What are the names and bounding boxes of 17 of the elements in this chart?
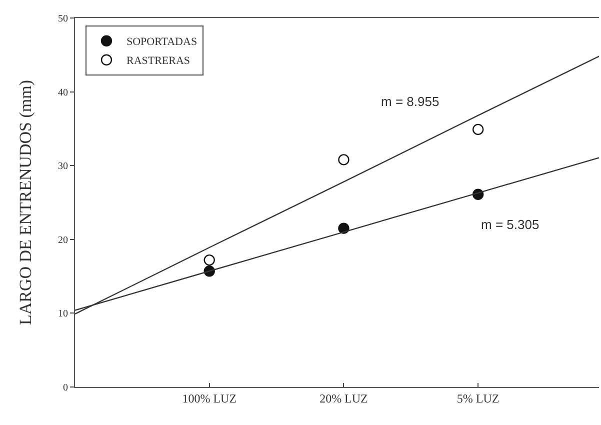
x-tick-label: 5% LUZ [456, 391, 500, 406]
legend-label: SOPORTADAS [126, 36, 198, 48]
y-tick-label: 40 [58, 87, 68, 98]
annotation: m = 8.955 [381, 94, 440, 109]
y-tick-label: 20 [58, 234, 68, 246]
legend-label: RASTRERAS [126, 55, 190, 68]
y-axis-title: LARGO DE ENTRENUDOS (mm) [16, 80, 35, 326]
y-tick-label: 50 [58, 14, 68, 24]
point [204, 254, 215, 266]
y-tick-label: 0 [63, 382, 68, 394]
y-tick-label: 30 [58, 161, 68, 172]
point [472, 124, 484, 136]
x-tick-label: 20% LUZ [320, 391, 368, 406]
point [338, 154, 350, 166]
x-tick-label: 100% LUZ [182, 391, 237, 406]
annotation: m = 5.305 [481, 217, 540, 232]
y-tick-label: 10 [58, 308, 68, 320]
